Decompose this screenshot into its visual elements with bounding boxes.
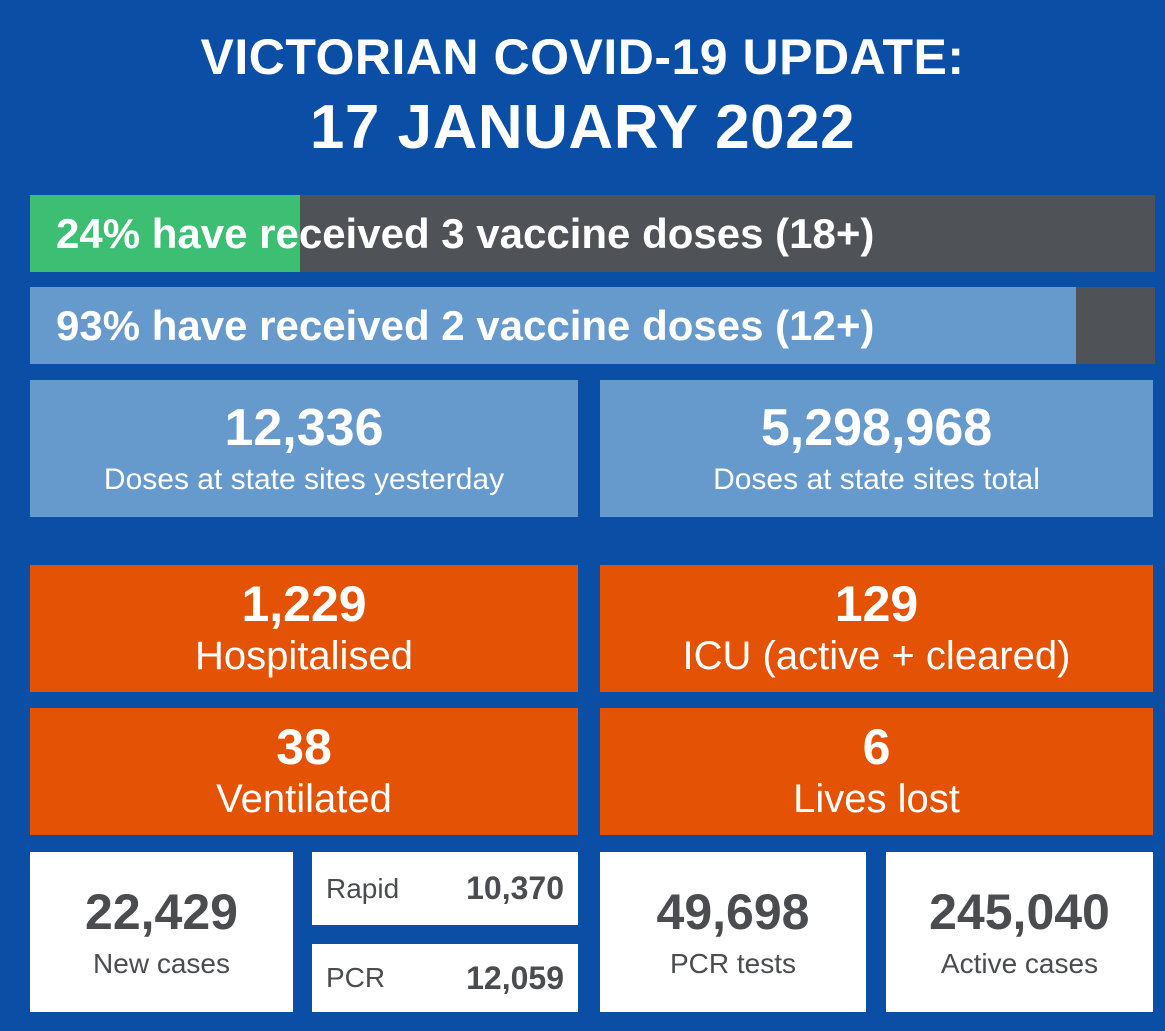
rapid-cases-card: Rapid 10,370 [312, 852, 578, 925]
new-cases-value: 22,429 [85, 883, 238, 940]
icu-card: 129 ICU (active + cleared) [600, 565, 1153, 692]
vaccine-bar-3-doses: 24% have received 3 vaccine doses (18+) [30, 195, 1155, 272]
icu-value: 129 [834, 575, 919, 632]
pcr-tests-label: PCR tests [669, 947, 797, 979]
active-cases-card: 245,040 Active cases [886, 852, 1153, 1012]
active-cases-label: Active cases [940, 947, 1099, 979]
vaccine-bar-2-doses: 93% have received 2 vaccine doses (12+) [30, 287, 1155, 364]
rapid-value: 10,370 [466, 870, 564, 906]
ventilated-card: 38 Ventilated [30, 708, 578, 835]
vaccine-bar-2-doses-fill [30, 287, 1077, 364]
ventilated-value: 38 [276, 718, 332, 775]
doses-yesterday-card: 12,336 Doses at state sites yesterday [30, 380, 578, 517]
doses-total-card: 5,298,968 Doses at state sites total [600, 380, 1153, 517]
pcr-value: 12,059 [466, 959, 564, 996]
hospitalised-card: 1,229 Hospitalised [30, 565, 578, 692]
hospitalised-label: Hospitalised [195, 634, 413, 679]
doses-total-label: Doses at state sites total [713, 463, 1040, 497]
lives-lost-value: 6 [862, 718, 891, 775]
ventilated-label: Ventilated [216, 777, 392, 822]
title-line-1: VICTORIAN COVID-19 UPDATE: [200, 29, 965, 85]
rapid-label: Rapid [326, 872, 400, 904]
pcr-label: PCR [326, 962, 386, 993]
new-cases-card: 22,429 New cases [30, 852, 293, 1012]
vaccine-2-doses-label: received 2 vaccine doses (12+) [247, 301, 875, 349]
vaccine-3-doses-label: received 3 vaccine doses (18+) [247, 209, 875, 257]
doses-yesterday-label: Doses at state sites yesterday [103, 463, 505, 497]
lives-lost-card: 6 Lives lost [600, 708, 1153, 835]
pcr-tests-card: 49,698 PCR tests [600, 852, 866, 1012]
pcr-cases-card: PCR 12,059 [312, 944, 578, 1012]
icu-label: ICU (active + cleared) [682, 634, 1071, 679]
active-cases-value: 245,040 [929, 883, 1110, 940]
vaccine-bar-2-doses-text: 93% have received 2 vaccine doses (12+) [56, 287, 874, 364]
vaccine-2-doses-percent: 93% have [56, 301, 248, 349]
doses-yesterday-value: 12,336 [224, 398, 384, 457]
hospitalised-value: 1,229 [241, 575, 367, 632]
new-cases-label: New cases [93, 947, 230, 979]
title-date: 17 JANUARY 2022 [309, 93, 856, 162]
doses-total-value: 5,298,968 [760, 398, 993, 457]
pcr-tests-value: 49,698 [656, 883, 810, 940]
vaccine-bar-3-doses-fill [30, 195, 300, 272]
lives-lost-label: Lives lost [793, 777, 960, 822]
vaccine-bar-3-doses-text: 24% have received 3 vaccine doses (18+) [56, 195, 874, 272]
vaccine-3-doses-percent: 24% have [56, 209, 248, 257]
